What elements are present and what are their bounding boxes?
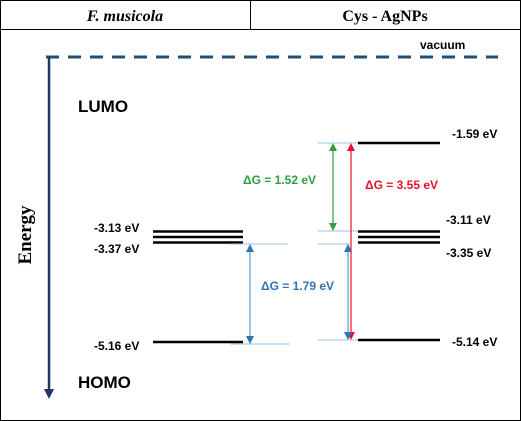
right-level-upper-label: -3.11 eV — [446, 213, 491, 227]
vacuum-label: vacuum — [420, 38, 465, 52]
right-level-lower-label: -3.35 eV — [446, 246, 491, 260]
gap-label-blue: ΔG = 1.79 eV — [261, 279, 334, 293]
header-left-title: F. musicola — [86, 8, 163, 25]
energy-axis-label: Energy — [15, 205, 36, 265]
homo-label: HOMO — [78, 373, 131, 392]
lumo-label: LUMO — [78, 97, 128, 116]
gap-label-green: ΔG = 1.52 eV — [243, 173, 316, 187]
gap-label-red: ΔG = 3.55 eV — [365, 178, 438, 192]
left-level-upper-label: -3.13 eV — [94, 221, 139, 235]
right-homo-label: -5.14 eV — [452, 335, 497, 349]
header-right-title: Cys - AgNPs — [342, 8, 427, 25]
right-lumo-label: -1.59 eV — [452, 127, 497, 141]
left-level-lower-label: -3.37 eV — [94, 242, 139, 256]
left-homo-label: -5.16 eV — [94, 339, 139, 353]
